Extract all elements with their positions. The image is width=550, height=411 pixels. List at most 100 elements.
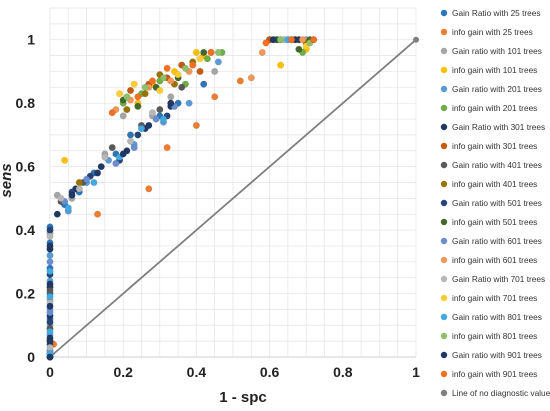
legend-entry: Gain ratio with 501 trees: [440, 198, 542, 208]
data-point: [46, 309, 54, 317]
data-point: [288, 36, 296, 44]
legend-label: info gain with 301 trees: [452, 141, 537, 151]
data-point: [200, 80, 208, 88]
data-point: [247, 74, 255, 82]
data-point: [145, 185, 153, 193]
data-point: [181, 64, 189, 72]
legend-label: info gain with 101 trees: [452, 65, 537, 75]
data-point: [295, 45, 303, 53]
data-point: [156, 86, 164, 94]
data-point: [108, 109, 116, 117]
legend-label: info gain with 501 trees: [452, 217, 537, 227]
data-point: [196, 55, 204, 63]
no-diagnostic-value-line: [49, 39, 417, 358]
data-point: [46, 226, 54, 234]
legend-label: Gain ratio with 901 trees: [452, 350, 542, 360]
data-point: [163, 64, 171, 72]
y-axis-title: sens: [0, 163, 15, 197]
data-point: [101, 153, 109, 161]
data-point: [207, 48, 215, 56]
reference-line-layer: [49, 36, 419, 358]
data-point: [258, 48, 266, 56]
legend-entry: Gain Ratio with 25 trees: [440, 8, 541, 18]
y-tick-label: 0: [27, 349, 35, 365]
legend-entry: info gain with 301 trees: [440, 141, 537, 151]
legend-label: Gain ratio with 201 trees: [452, 84, 542, 94]
data-point: [119, 112, 127, 120]
data-point: [46, 232, 54, 240]
data-point: [94, 210, 102, 218]
x-axis-title: 1 - spc: [219, 389, 267, 406]
data-point: [116, 90, 124, 98]
y-tick-label: 0.2: [16, 286, 36, 302]
data-point: [159, 115, 167, 123]
legend-entry: info gain with 25 trees: [440, 27, 533, 37]
data-point: [46, 251, 54, 259]
data-point: [75, 185, 83, 193]
x-tick-label: 0.2: [113, 364, 133, 380]
data-point: [127, 137, 135, 145]
y-tick-label: 0.8: [16, 95, 36, 111]
legend-label: Gain Ratio with 301 trees: [452, 122, 545, 132]
data-point: [108, 144, 116, 152]
data-point: [211, 67, 219, 75]
data-point: [46, 267, 54, 275]
legend-marker: [440, 85, 448, 93]
no-diagnostic-value-point: [413, 36, 419, 43]
legend-marker: [440, 161, 448, 169]
legend-marker: [440, 294, 448, 302]
legend-label: info gain with 201 trees: [452, 103, 537, 113]
legend-marker: [440, 9, 448, 17]
data-point: [46, 353, 54, 361]
legend-label: info gain with 901 trees: [452, 369, 537, 379]
data-point: [148, 77, 156, 85]
legend-marker: [440, 66, 448, 74]
legend-marker: [440, 237, 448, 245]
data-point: [46, 286, 54, 294]
data-point: [203, 55, 211, 63]
data-point: [310, 36, 318, 44]
data-point: [192, 121, 200, 129]
legend-label: info gain with 601 trees: [452, 255, 537, 265]
data-point: [211, 93, 219, 101]
data-point: [185, 99, 193, 107]
legend-label: info gain with 401 trees: [452, 179, 537, 189]
data-point: [123, 93, 131, 101]
data-point: [57, 194, 65, 202]
data-point: [61, 156, 69, 164]
legend-label: info gain with 801 trees: [452, 331, 537, 341]
legend-marker: [440, 370, 448, 378]
legend: Gain Ratio with 25 trees info gain with 2…: [440, 8, 550, 398]
legend-entry: info gain with 801 trees: [440, 331, 537, 341]
legend-label: Gain ratio with 801 trees: [452, 312, 542, 322]
data-point: [46, 242, 54, 250]
data-point: [174, 71, 182, 79]
data-point: [236, 77, 244, 85]
legend-entry: Line of no diagnostic value: [440, 388, 550, 398]
data-point: [214, 48, 222, 56]
data-point: [141, 90, 149, 98]
legend-marker: [440, 104, 448, 112]
tick-labels: 0 0.2 0.4 0.6 0.8 1 0 0.2 0.4 0.6 0.8 1: [16, 32, 421, 380]
data-point: [46, 302, 54, 310]
legend-label: Gain ratio with 401 trees: [452, 160, 542, 170]
data-point: [167, 93, 175, 101]
data-point: [141, 83, 149, 91]
data-point: [134, 131, 142, 139]
data-point: [64, 204, 72, 212]
data-point: [196, 67, 204, 75]
data-point: [130, 144, 138, 152]
x-tick-label: 0.4: [187, 364, 207, 380]
legend-marker: [440, 256, 448, 264]
legend-marker: [440, 199, 448, 207]
legend-entry: Gain ratio with 201 trees: [440, 84, 542, 94]
data-point: [167, 77, 175, 85]
data-point: [46, 328, 54, 336]
legend-label: Gain ratio with 601 trees: [452, 236, 542, 246]
legend-entry: info gain with 401 trees: [440, 179, 537, 189]
legend-entry: info gain with 501 trees: [440, 217, 537, 227]
data-point: [90, 178, 98, 186]
data-point: [94, 169, 102, 177]
data-point: [68, 191, 76, 199]
